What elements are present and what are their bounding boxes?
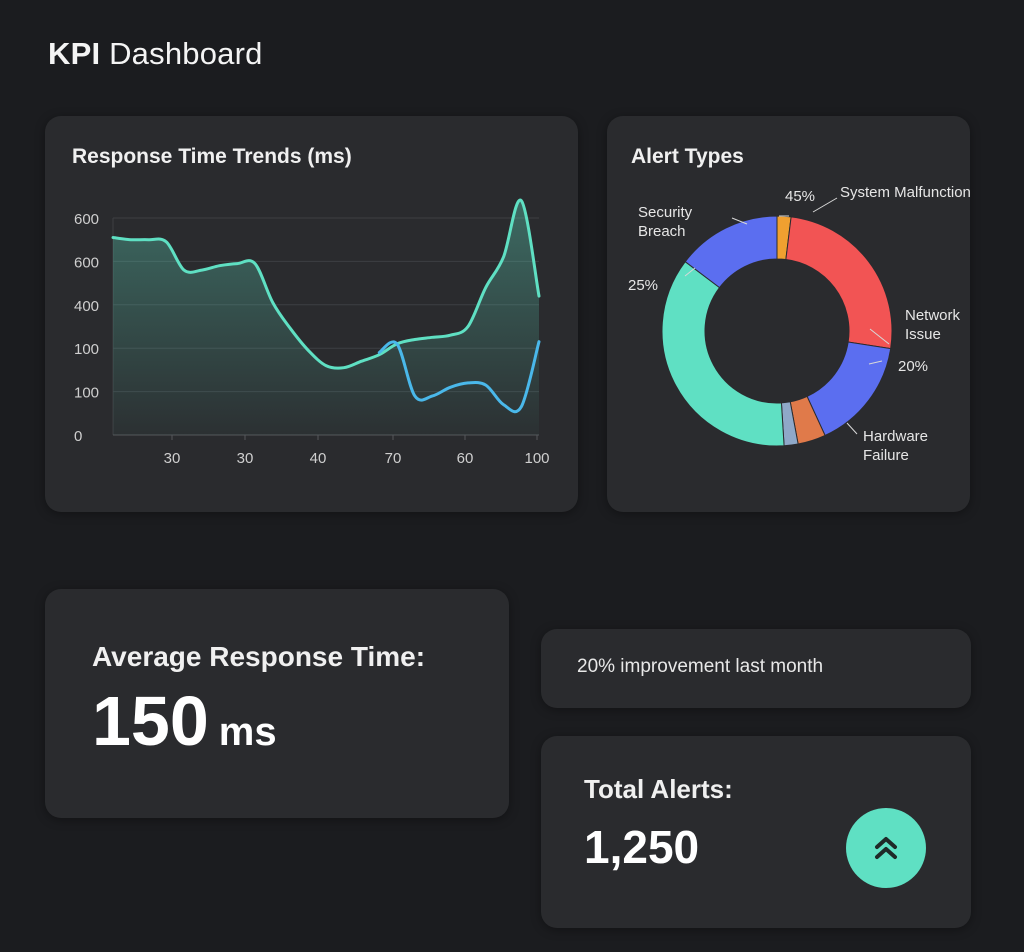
alert-types-title: Alert Types <box>631 145 744 168</box>
donut-label: Network Issue <box>905 307 961 343</box>
x-tick-label: 40 <box>310 450 327 467</box>
page-title-bold: KPI <box>48 36 101 71</box>
improvement-text: 20% improvement last month <box>577 656 824 677</box>
x-tick-label: 70 <box>385 450 402 467</box>
improvement-card: 20% improvement last month <box>541 629 971 708</box>
alert-types-card: Alert Types System Malfunction 45% Network… <box>607 116 970 512</box>
average-response-card: Average Response Time: 150 ms <box>45 589 509 818</box>
donut-leader-line <box>684 267 696 277</box>
trend-up-button[interactable] <box>846 808 926 888</box>
y-tick-label: 600 <box>74 211 99 228</box>
total-alerts-card: Total Alerts: 1,250 <box>541 736 971 928</box>
x-tick-label: 100 <box>524 450 549 467</box>
total-alerts-label: Total Alerts: <box>584 774 733 804</box>
x-tick-label: 30 <box>164 450 181 467</box>
donut-leader-line <box>868 360 883 365</box>
y-tick-label: 400 <box>74 298 99 315</box>
page-title: KPI Dashboard <box>48 36 263 72</box>
donut-leader-line <box>869 328 890 345</box>
donut-leader-line <box>731 217 748 225</box>
donut-label: 45% <box>785 188 815 205</box>
series-area-0 <box>113 200 539 435</box>
average-response-unit: ms <box>218 710 277 754</box>
donut-label: 20% <box>898 358 928 375</box>
total-alerts-value: 1,250 <box>584 821 700 873</box>
response-time-chart: 600 600 400 100 100 0 30 30 40 70 60 100 <box>74 198 550 467</box>
y-tick-label: 100 <box>74 385 99 402</box>
donut-slice <box>806 341 892 437</box>
response-time-title: Response Time Trends (ms) <box>72 145 352 168</box>
donut-slice <box>684 215 778 289</box>
donut-label: System Malfunction <box>840 184 970 201</box>
x-tick-label: 30 <box>237 450 254 467</box>
double-chevron-up-icon <box>875 837 897 859</box>
y-tick-label: 0 <box>74 428 82 445</box>
series-line-1 <box>377 340 541 414</box>
x-tick-label: 60 <box>457 450 474 467</box>
donut-label: Hardware Failure <box>863 428 928 464</box>
page-title-rest: Dashboard <box>100 36 263 71</box>
average-response-number: 150 <box>92 682 209 760</box>
donut-leader-line <box>846 422 858 435</box>
average-response-label: Average Response Time: <box>92 641 426 672</box>
donut-slice <box>785 216 893 350</box>
donut-label: 25% <box>628 277 658 294</box>
average-response-value: 150 ms <box>92 681 277 761</box>
donut-leader-line <box>812 197 838 213</box>
donut-slice <box>661 260 785 447</box>
series-line-0 <box>111 198 541 370</box>
y-tick-label: 600 <box>74 254 99 271</box>
alert-types-donut-chart: System Malfunction 45% Network Issue 20% Hard… <box>628 184 970 464</box>
response-time-card: Response Time Trends (ms) 600 600 400 100 10… <box>45 116 578 512</box>
donut-label: Security Breach <box>638 204 693 240</box>
y-tick-label: 100 <box>74 341 99 358</box>
